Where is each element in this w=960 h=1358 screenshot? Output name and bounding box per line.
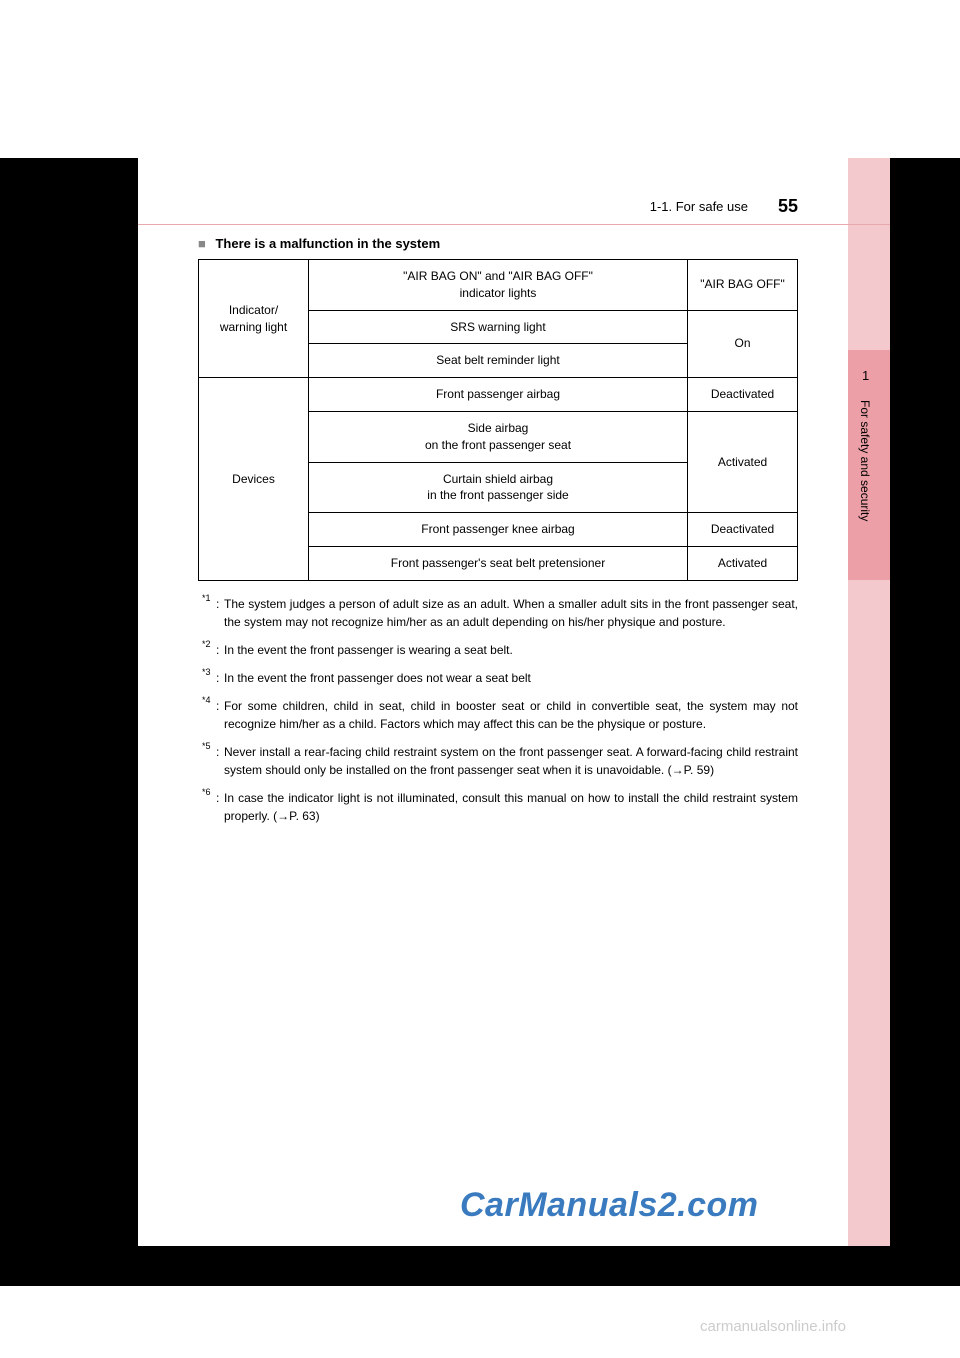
footnote-marker: *6 [202, 786, 211, 800]
page-header: 1-1. For safe use 55 [138, 196, 848, 222]
table-cell: "AIR BAG ON" and "AIR BAG OFF"indicator … [309, 260, 688, 311]
table-cell: "AIR BAG OFF" [688, 260, 798, 311]
header-rule [138, 224, 890, 225]
heading-text: There is a malfunction in the system [215, 236, 440, 251]
table-cell: Activated [688, 411, 798, 512]
table-row: DevicesFront passenger airbagDeactivated [199, 378, 798, 412]
page-number: 55 [778, 196, 798, 217]
footnote: *1: The system judges a person of adult … [198, 595, 798, 631]
footnote-colon: : [216, 641, 219, 659]
footnote: *6: In case the indicator light is not i… [198, 789, 798, 825]
side-tab-light [848, 158, 890, 1246]
table-cell: Deactivated [688, 513, 798, 547]
chapter-number: 1 [862, 368, 869, 383]
table-cell: Indicator/warning light [199, 260, 309, 378]
bullet-icon: ■ [198, 236, 206, 251]
table-cell: Front passenger airbag [309, 378, 688, 412]
footnote-marker: *1 [202, 592, 211, 606]
table-cell: Seat belt reminder light [309, 344, 688, 378]
footnote-marker: *3 [202, 666, 211, 680]
footnote-colon: : [216, 697, 219, 715]
footnote-text: The system judges a person of adult size… [224, 597, 798, 629]
table-cell: On [688, 310, 798, 378]
footnote-text: In case the indicator light is not illum… [224, 791, 798, 823]
footnote-colon: : [216, 743, 219, 761]
table-cell: Devices [199, 378, 309, 581]
footnote-marker: *5 [202, 740, 211, 754]
footnote-text: In the event the front passenger does no… [224, 671, 531, 685]
table-cell: SRS warning light [309, 310, 688, 344]
table-cell: Side airbagon the front passenger seat [309, 411, 688, 462]
footnote: *2: In the event the front passenger is … [198, 641, 798, 659]
table-row: Indicator/warning light"AIR BAG ON" and … [199, 260, 798, 311]
table-cell: Front passenger knee airbag [309, 513, 688, 547]
footnote: *5: Never install a rear-facing child re… [198, 743, 798, 779]
footnote-colon: : [216, 595, 219, 613]
footnote-colon: : [216, 669, 219, 687]
footnote-marker: *4 [202, 694, 211, 708]
footnotes-block: *1: The system judges a person of adult … [198, 595, 798, 825]
table-cell: Front passenger's seat belt pretensioner [309, 546, 688, 580]
footnote: *3: In the event the front passenger doe… [198, 669, 798, 687]
footnote-colon: : [216, 789, 219, 807]
watermark-carmanualsonline: carmanualsonline.info [700, 1318, 846, 1335]
table-cell: Activated [688, 546, 798, 580]
main-content: ■ There is a malfunction in the system I… [198, 236, 798, 835]
table-cell: Curtain shield airbagin the front passen… [309, 462, 688, 513]
footnote-text: Never install a rear-facing child restra… [224, 745, 798, 777]
table-cell: Deactivated [688, 378, 798, 412]
footnote-text: For some children, child in seat, child … [224, 699, 798, 731]
footnote-marker: *2 [202, 638, 211, 652]
malfunction-table: Indicator/warning light"AIR BAG ON" and … [198, 259, 798, 581]
footnote: *4: For some children, child in seat, ch… [198, 697, 798, 733]
side-section-label: For safety and security [858, 400, 872, 521]
footnote-text: In the event the front passenger is wear… [224, 643, 513, 657]
breadcrumb: 1-1. For safe use [650, 199, 748, 214]
watermark-carmanuals2: CarManuals2.com [460, 1186, 759, 1225]
section-heading: ■ There is a malfunction in the system [198, 236, 798, 251]
document-id: GS350_GS F_OM_OM30J07U_(U) [140, 1256, 329, 1270]
